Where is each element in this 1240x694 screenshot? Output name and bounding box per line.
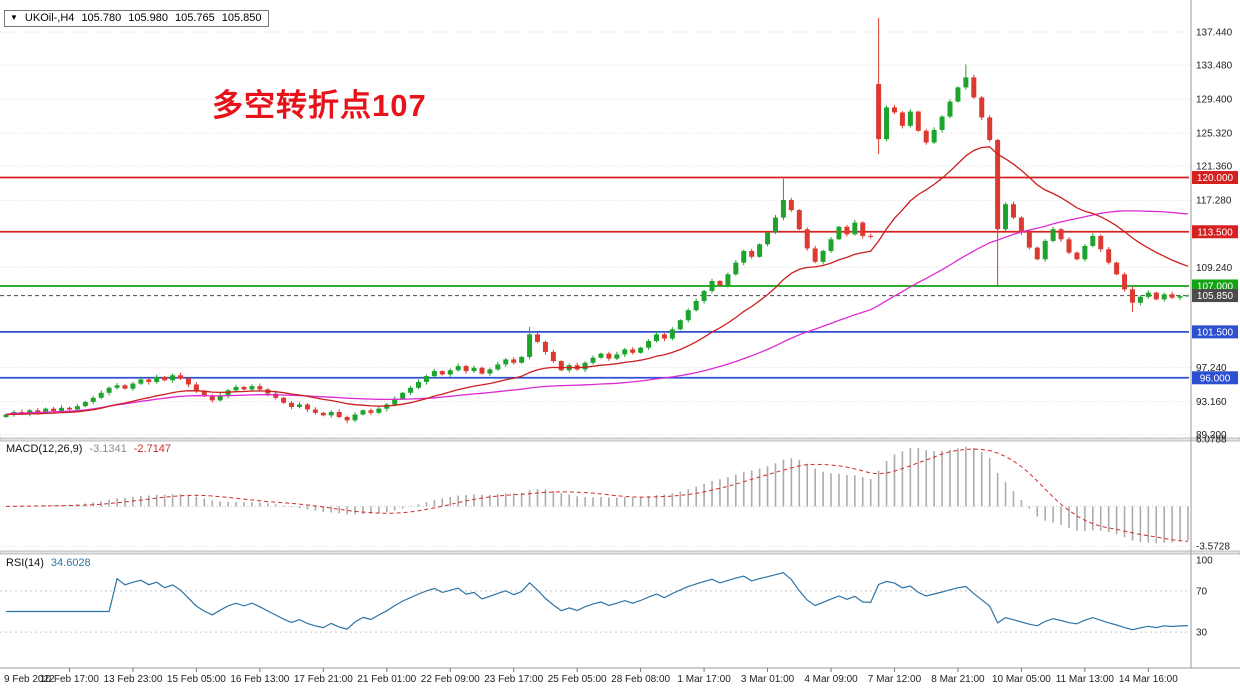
- symbol-quote-box[interactable]: ▼ UKOil-,H4 105.780 105.980 105.765 105.…: [4, 10, 269, 27]
- time-axis-label: 23 Feb 17:00: [484, 674, 543, 685]
- rsi-axis-label: 30: [1196, 628, 1208, 639]
- quote-symbol-period: UKOil-,H4: [24, 12, 75, 24]
- time-axis-label: 4 Mar 09:00: [804, 674, 858, 685]
- time-axis-label: 13 Feb 23:00: [103, 674, 162, 685]
- time-axis-label: 7 Mar 12:00: [868, 674, 922, 685]
- pane-splitter[interactable]: [0, 437, 1240, 442]
- price-tick-label: 97.240: [1196, 363, 1227, 374]
- rsi-label: RSI(14) 34.6028: [6, 557, 91, 569]
- price-tick-label: 125.320: [1196, 129, 1233, 140]
- price-tick-label: 133.480: [1196, 61, 1233, 72]
- time-axis-label: 14 Mar 16:00: [1119, 674, 1178, 685]
- time-axis-label: 10 Mar 05:00: [992, 674, 1051, 685]
- time-axis-label: 9 Feb 2022: [4, 674, 55, 685]
- rsi-line: [6, 572, 1189, 631]
- price-tick-label: 121.360: [1196, 162, 1233, 173]
- price-badge: [1192, 371, 1238, 385]
- quote-high: 105.980: [128, 12, 168, 24]
- price-badge-label: 105.850: [1197, 291, 1234, 302]
- pane-splitter[interactable]: [0, 550, 1240, 555]
- quote-dropdown-icon[interactable]: ▼: [10, 13, 18, 22]
- time-axis-label: 11 Mar 13:00: [1056, 674, 1115, 685]
- quote-low: 105.765: [174, 12, 215, 24]
- time-axis-label: 28 Feb 08:00: [611, 674, 670, 685]
- macd-value-main: -3.1341: [89, 443, 127, 455]
- price-badge: [1192, 289, 1238, 303]
- time-axis-label: 25 Feb 05:00: [548, 674, 607, 685]
- ma-fast-line: [5, 146, 1189, 416]
- quote-close: 105.850: [221, 12, 262, 24]
- macd-axis-label: 6.0788: [1196, 434, 1227, 445]
- macd-value-signal: -2.7147: [133, 443, 172, 455]
- time-axis-label: 22 Feb 09:00: [421, 674, 480, 685]
- horizontal-level-lines[interactable]: [0, 176, 1191, 379]
- macd-signal-line: [5, 448, 1189, 542]
- price-badge-label: 113.500: [1197, 227, 1233, 238]
- time-axis-label: 16 Feb 13:00: [230, 674, 289, 685]
- pane-chrome: [0, 0, 1240, 669]
- time-axis-label: 3 Mar 01:00: [741, 674, 795, 685]
- price-badge-label: 107.000: [1197, 281, 1234, 292]
- rsi-axis-label: 70: [1196, 586, 1208, 597]
- quote-open: 105.780: [81, 12, 122, 24]
- price-grid-layer: [0, 31, 1189, 436]
- price-badge: [1192, 225, 1238, 239]
- time-axis-label: 15 Feb 05:00: [167, 674, 226, 685]
- price-tick-label: 93.160: [1196, 397, 1227, 408]
- price-tick-label: 117.280: [1196, 196, 1232, 207]
- ma-slow-line: [5, 210, 1189, 416]
- price-badge-label: 120.000: [1197, 173, 1234, 184]
- price-badge: [1192, 325, 1238, 339]
- macd-axis-label: -3.5728: [1196, 542, 1230, 553]
- rsi-value: 34.6028: [50, 557, 91, 569]
- time-axis-label: 1 Mar 17:00: [677, 674, 731, 685]
- price-badge: [1192, 171, 1238, 185]
- time-axis-label: 8 Mar 21:00: [931, 674, 985, 685]
- rsi-layer: [0, 572, 1189, 633]
- price-tick-label: 129.400: [1196, 95, 1233, 106]
- macd-title: MACD(12,26,9): [6, 443, 83, 455]
- price-badge-label: 96.000: [1200, 373, 1231, 384]
- time-axis-label: 21 Feb 01:00: [357, 674, 416, 685]
- moving-averages-layer: [5, 146, 1189, 416]
- time-axis-label: 17 Feb 21:00: [294, 674, 353, 685]
- price-badge-label: 101.500: [1197, 327, 1234, 338]
- price-tick-label: 89.200: [1196, 430, 1227, 441]
- annotation-text[interactable]: 多空转折点107: [212, 88, 427, 123]
- price-tick-label: 137.440: [1196, 28, 1233, 39]
- macd-label: MACD(12,26,9) -3.1341 -2.7147: [6, 443, 171, 455]
- macd-layer: [0, 446, 1189, 547]
- rsi-title: RSI(14): [6, 557, 44, 569]
- candles-layer: [3, 17, 1189, 424]
- time-axis-label: 10 Feb 17:00: [40, 674, 99, 685]
- price-scale[interactable]: 137.440 133.480 129.400 125.320 121.360 117.2…: [1192, 28, 1238, 639]
- rsi-axis-label: 100: [1196, 556, 1213, 567]
- price-tick-label: 109.240: [1196, 263, 1233, 274]
